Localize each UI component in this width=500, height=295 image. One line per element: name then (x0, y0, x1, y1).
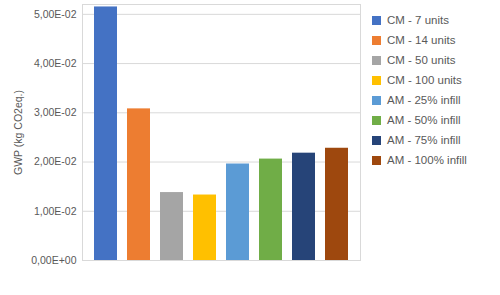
html-text:CM - 7 units: CM - 7 units (387, 14, 449, 26)
svg-text:4,00E-02: 4,00E-02 (34, 57, 77, 69)
html-text:CM - 14 units: CM - 14 units (387, 34, 456, 46)
svg-text:1,00E-02: 1,00E-02 (34, 205, 77, 217)
svg-text:3,00E-02: 3,00E-02 (34, 106, 77, 118)
svg-text:GWP (kg CO2eq.): GWP (kg CO2eq.) (12, 90, 24, 175)
svg-text:0,00E+00: 0,00E+00 (31, 254, 76, 266)
svg-text:2,00E-02: 2,00E-02 (34, 155, 77, 167)
html-text:CM - 50 units: CM - 50 units (387, 54, 456, 66)
html-text:AM - 100% infill: AM - 100% infill (387, 154, 467, 166)
html-text:AM - 50% infill: AM - 50% infill (387, 114, 461, 126)
html-text:CM - 100 units: CM - 100 units (387, 74, 462, 86)
html-text:AM - 75% infill: AM - 75% infill (387, 134, 461, 146)
svg-text:5,00E-02: 5,00E-02 (34, 8, 77, 20)
html-text:AM - 25% infill: AM - 25% infill (387, 94, 461, 106)
